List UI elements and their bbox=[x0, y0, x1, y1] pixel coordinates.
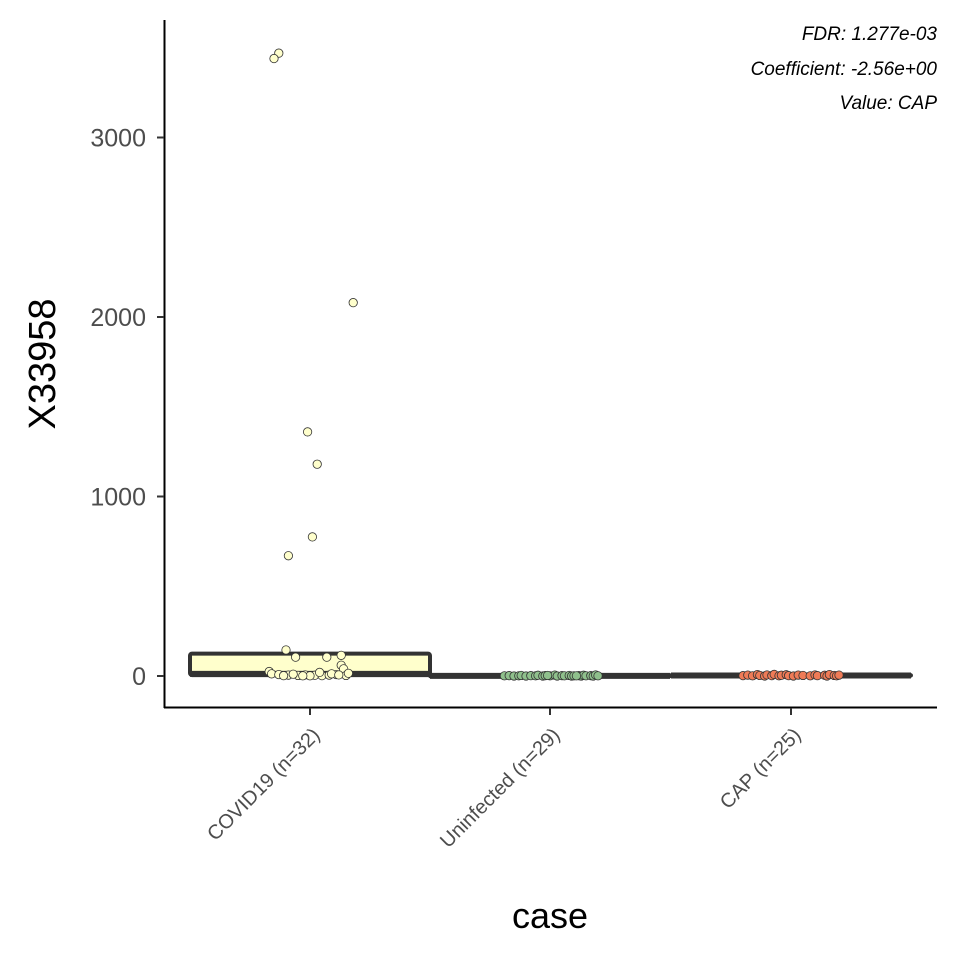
y-tick-label: 1000 bbox=[90, 484, 146, 512]
data-point bbox=[278, 671, 289, 681]
plot-area bbox=[188, 48, 913, 681]
data-point bbox=[834, 670, 844, 680]
axes bbox=[163, 20, 937, 709]
y-tick-label: 0 bbox=[132, 663, 146, 691]
annotation-fdr: FDR: 1.277e-03 bbox=[802, 24, 938, 45]
box-group bbox=[188, 48, 432, 681]
data-point bbox=[312, 459, 322, 469]
y-axis-title: X33958 bbox=[22, 298, 64, 429]
data-point bbox=[307, 532, 317, 542]
x-tick-label: Uninfected (n=29) bbox=[436, 724, 564, 852]
data-point bbox=[314, 667, 325, 678]
tick-marks: 0 1000 2000 3000 COVID19 (n=32) Uninfected (n… bbox=[90, 125, 805, 853]
x-axis-title: case bbox=[512, 895, 588, 936]
data-point bbox=[281, 645, 291, 655]
annotation-value: Value: CAP bbox=[839, 93, 937, 114]
data-point bbox=[571, 671, 582, 681]
box-group bbox=[428, 670, 672, 681]
box-group bbox=[669, 669, 913, 681]
y-tick-label: 2000 bbox=[90, 304, 146, 332]
annotations: FDR: 1.277e-03 Coefficient: -2.56e+00 Va… bbox=[751, 24, 938, 114]
data-point bbox=[322, 652, 332, 662]
data-point bbox=[336, 650, 346, 660]
data-point bbox=[593, 671, 603, 681]
x-tick-label: CAP (n=25) bbox=[716, 724, 806, 814]
data-point bbox=[283, 551, 293, 561]
data-point bbox=[290, 652, 301, 662]
x-tick-label: COVID19 (n=32) bbox=[203, 724, 324, 845]
data-point bbox=[269, 53, 279, 64]
y-tick-label: 3000 bbox=[90, 125, 146, 153]
data-point bbox=[343, 668, 353, 678]
data-point bbox=[348, 298, 358, 308]
data-point bbox=[298, 671, 308, 681]
data-point bbox=[334, 670, 344, 680]
data-point bbox=[302, 427, 313, 437]
data-point bbox=[288, 669, 298, 679]
annotation-coefficient: Coefficient: -2.56e+00 bbox=[751, 59, 938, 80]
data-point bbox=[542, 670, 553, 681]
